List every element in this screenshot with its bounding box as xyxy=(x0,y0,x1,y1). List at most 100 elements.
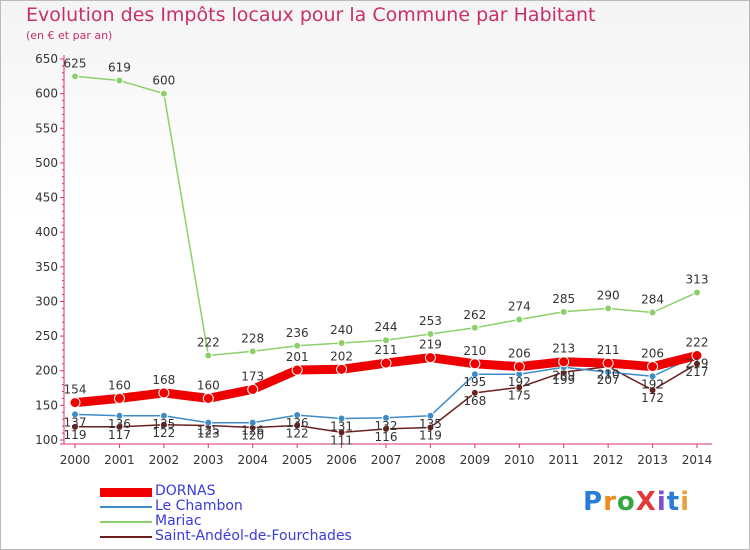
data-label: 154 xyxy=(64,383,87,397)
y-tick-label: 300 xyxy=(35,294,58,308)
data-point xyxy=(158,387,170,399)
data-point xyxy=(71,410,79,419)
data-label: 253 xyxy=(419,314,442,328)
data-label: 600 xyxy=(152,74,175,88)
data-point xyxy=(604,304,613,313)
data-label: 168 xyxy=(152,373,175,387)
data-point xyxy=(382,413,390,422)
x-tick-label: 2012 xyxy=(593,453,624,467)
data-point xyxy=(71,72,79,81)
data-point xyxy=(470,388,479,397)
data-label: 195 xyxy=(463,375,486,389)
data-point xyxy=(336,363,348,375)
x-tick-label: 2002 xyxy=(149,453,180,467)
y-tick-label: 500 xyxy=(35,156,58,170)
y-tick-label: 600 xyxy=(35,87,58,101)
legend-swatch-mariac xyxy=(100,521,152,523)
x-tick-label: 2000 xyxy=(60,453,91,467)
data-label: 210 xyxy=(463,344,486,358)
data-point xyxy=(382,336,390,345)
series-line xyxy=(74,75,698,357)
x-tick-label: 2004 xyxy=(237,453,268,467)
data-label: 136 xyxy=(286,416,309,430)
data-point xyxy=(115,411,124,420)
x-tick-label: 2006 xyxy=(326,453,357,467)
data-label: 168 xyxy=(463,394,486,408)
data-point xyxy=(648,308,657,317)
data-point xyxy=(115,76,124,85)
data-point xyxy=(469,358,481,370)
data-point xyxy=(248,347,257,356)
x-tick-label: 2001 xyxy=(104,453,135,467)
data-label: 137 xyxy=(64,415,87,429)
data-label: 244 xyxy=(375,320,398,334)
data-point xyxy=(113,392,125,404)
data-point xyxy=(470,323,479,332)
logo-letter: t xyxy=(666,487,681,517)
logo-letter: P xyxy=(583,487,604,517)
data-label: 313 xyxy=(686,272,709,286)
y-tick-label: 100 xyxy=(35,433,58,447)
data-label: 199 xyxy=(552,373,575,387)
data-label: 228 xyxy=(241,331,264,345)
x-tick-label: 2005 xyxy=(282,453,313,467)
y-tick-label: 650 xyxy=(35,52,58,66)
y-tick-label: 450 xyxy=(35,191,58,205)
data-label: 173 xyxy=(241,369,264,383)
data-label: 619 xyxy=(108,60,131,74)
data-point xyxy=(648,386,657,395)
data-label: 211 xyxy=(597,343,620,357)
data-point xyxy=(204,418,213,427)
data-point xyxy=(602,357,614,369)
data-label: 236 xyxy=(286,326,309,340)
data-label: 192 xyxy=(508,375,531,389)
data-point xyxy=(248,418,257,427)
logo-letter: r xyxy=(603,487,617,517)
data-point xyxy=(559,307,568,316)
y-tick-label: 400 xyxy=(35,225,58,239)
data-label: 111 xyxy=(330,433,353,447)
data-label: 135 xyxy=(419,417,442,431)
x-tick-label: 2003 xyxy=(193,453,224,467)
logo-letter: X xyxy=(635,487,657,517)
y-tick-label: 200 xyxy=(35,364,58,378)
x-tick-label: 2013 xyxy=(637,453,668,467)
logo-letter: i xyxy=(680,487,691,517)
data-point xyxy=(648,372,657,381)
data-point xyxy=(69,397,81,409)
data-point xyxy=(115,422,124,431)
data-point xyxy=(293,421,302,430)
data-label: 126 xyxy=(241,424,264,438)
data-point xyxy=(337,428,346,437)
x-tick-label: 2008 xyxy=(415,453,446,467)
data-label: 120 xyxy=(241,429,264,443)
data-label: 122 xyxy=(286,426,309,440)
data-point xyxy=(202,392,214,404)
data-point xyxy=(513,361,525,373)
data-point xyxy=(337,339,346,348)
data-label: 122 xyxy=(152,426,175,440)
logo-letter: o xyxy=(616,487,636,517)
y-tick-label: 350 xyxy=(35,260,58,274)
data-label: 206 xyxy=(641,347,664,361)
data-point xyxy=(647,361,659,373)
data-label: 160 xyxy=(197,378,220,392)
data-label: 222 xyxy=(686,335,709,349)
data-label: 210 xyxy=(597,368,620,382)
data-label: 206 xyxy=(508,347,531,361)
data-label: 285 xyxy=(552,292,575,306)
data-label: 240 xyxy=(330,323,353,337)
data-label: 201 xyxy=(286,350,309,364)
data-point xyxy=(426,411,435,420)
data-label: 219 xyxy=(419,338,442,352)
data-label: 119 xyxy=(64,428,87,442)
data-label: 290 xyxy=(597,288,620,302)
data-label: 136 xyxy=(108,417,131,431)
data-label: 117 xyxy=(108,428,131,442)
legend-swatch-dornas xyxy=(100,488,152,497)
data-label: 262 xyxy=(463,308,486,322)
data-label: 135 xyxy=(152,417,175,431)
data-label: 192 xyxy=(641,377,664,391)
data-point xyxy=(337,414,346,423)
